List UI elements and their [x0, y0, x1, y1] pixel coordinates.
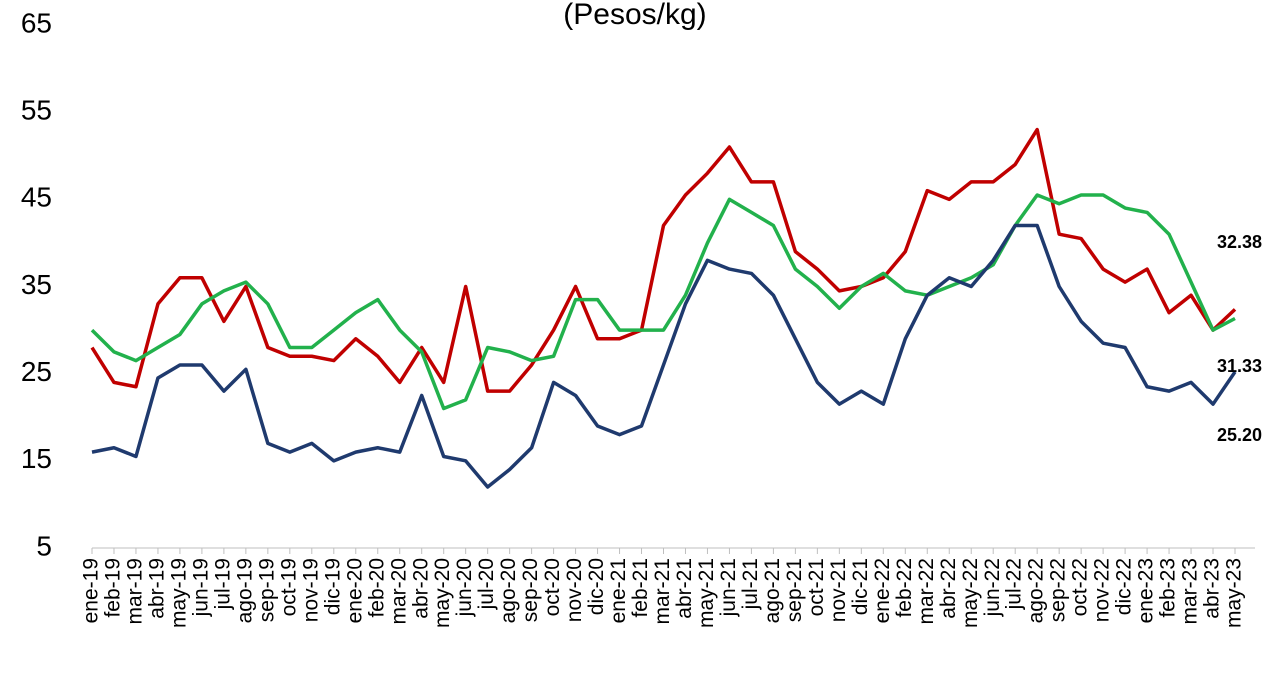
x-tick-label: sep-22 — [1047, 558, 1070, 622]
x-tick-label: nov-20 — [563, 558, 586, 622]
series-line — [90, 193, 1236, 411]
x-tick-label: nov-19 — [299, 558, 322, 622]
annotation: 25.20 — [1217, 425, 1262, 445]
series-line — [91, 223, 1237, 489]
chart-title: (Pesos/kg) — [563, 0, 706, 31]
x-tick-label: abr-23 — [1201, 558, 1224, 619]
x-tick-label: ago-22 — [1025, 558, 1048, 623]
x-tick-label: jun-19 — [189, 558, 212, 617]
x-tick-label: jul-19 — [211, 558, 234, 610]
x-tick-label: may-19 — [167, 558, 190, 628]
x-tick-label: nov-21 — [827, 558, 850, 622]
x-tick-label: mar-23 — [1179, 558, 1202, 625]
x-tick-label: feb-23 — [1157, 558, 1180, 618]
x-tick-label: jul-21 — [739, 558, 762, 610]
y-tick-label: 35 — [21, 269, 52, 300]
x-tick-label: jun-20 — [453, 558, 476, 617]
x-tick-label: mar-19 — [124, 558, 147, 625]
x-tick-label: sep-19 — [255, 558, 278, 622]
y-tick-label: 25 — [21, 356, 52, 387]
x-tick-label: ago-21 — [761, 558, 784, 623]
x-tick-label: abr-19 — [145, 558, 168, 619]
x-tick-label: ene-21 — [607, 558, 630, 623]
x-tick-label: abr-22 — [937, 558, 960, 619]
x-tick-label: may-23 — [1223, 558, 1246, 628]
x-tick-label: oct-20 — [541, 558, 564, 616]
x-tick-label: may-20 — [431, 558, 454, 628]
y-tick-label: 55 — [21, 95, 52, 126]
x-tick-label: abr-21 — [673, 558, 696, 619]
x-tick-label: mar-22 — [915, 558, 938, 625]
x-tick-label: abr-20 — [409, 558, 432, 619]
x-tick-label: sep-20 — [519, 558, 542, 622]
x-tick-label: ene-20 — [343, 558, 366, 623]
y-tick-label: 45 — [21, 182, 52, 213]
x-tick-label: dic-20 — [585, 558, 608, 615]
x-tick-label: oct-19 — [277, 558, 300, 616]
y-tick-label: 15 — [21, 443, 52, 474]
y-tick-label: 5 — [36, 530, 52, 561]
x-tick-label: jun-21 — [717, 558, 740, 617]
x-tick-label: jun-22 — [981, 558, 1004, 617]
x-tick-label: ene-19 — [80, 558, 103, 623]
x-tick-label: sep-21 — [783, 558, 806, 622]
x-tick-label: nov-22 — [1091, 558, 1114, 622]
x-tick-label: dic-22 — [1113, 558, 1136, 615]
x-tick-label: oct-22 — [1069, 558, 1092, 616]
x-tick-label: ago-19 — [233, 558, 256, 623]
x-tick-label: dic-21 — [849, 558, 872, 615]
x-tick-label: ene-22 — [871, 558, 894, 623]
x-tick-label: feb-20 — [365, 558, 388, 618]
x-tick-label: feb-22 — [893, 558, 916, 618]
x-tick-label: mar-20 — [387, 558, 410, 625]
x-tick-label: oct-21 — [805, 558, 828, 616]
x-tick-label: ago-20 — [497, 558, 520, 623]
x-tick-label: feb-21 — [629, 558, 652, 618]
x-tick-label: jul-22 — [1003, 558, 1026, 610]
x-tick-label: feb-19 — [102, 558, 125, 618]
x-tick-label: dic-19 — [321, 558, 344, 615]
x-tick-label: mar-21 — [651, 558, 674, 625]
x-tick-label: may-21 — [695, 558, 718, 628]
series-line — [90, 127, 1237, 393]
x-tick-label: ene-23 — [1135, 558, 1158, 623]
x-tick-label: jul-20 — [475, 558, 498, 610]
x-tick-label: may-22 — [959, 558, 982, 628]
annotation: 31.33 — [1217, 356, 1262, 376]
y-tick-label: 65 — [21, 7, 52, 38]
annotation: 32.38 — [1217, 232, 1262, 252]
